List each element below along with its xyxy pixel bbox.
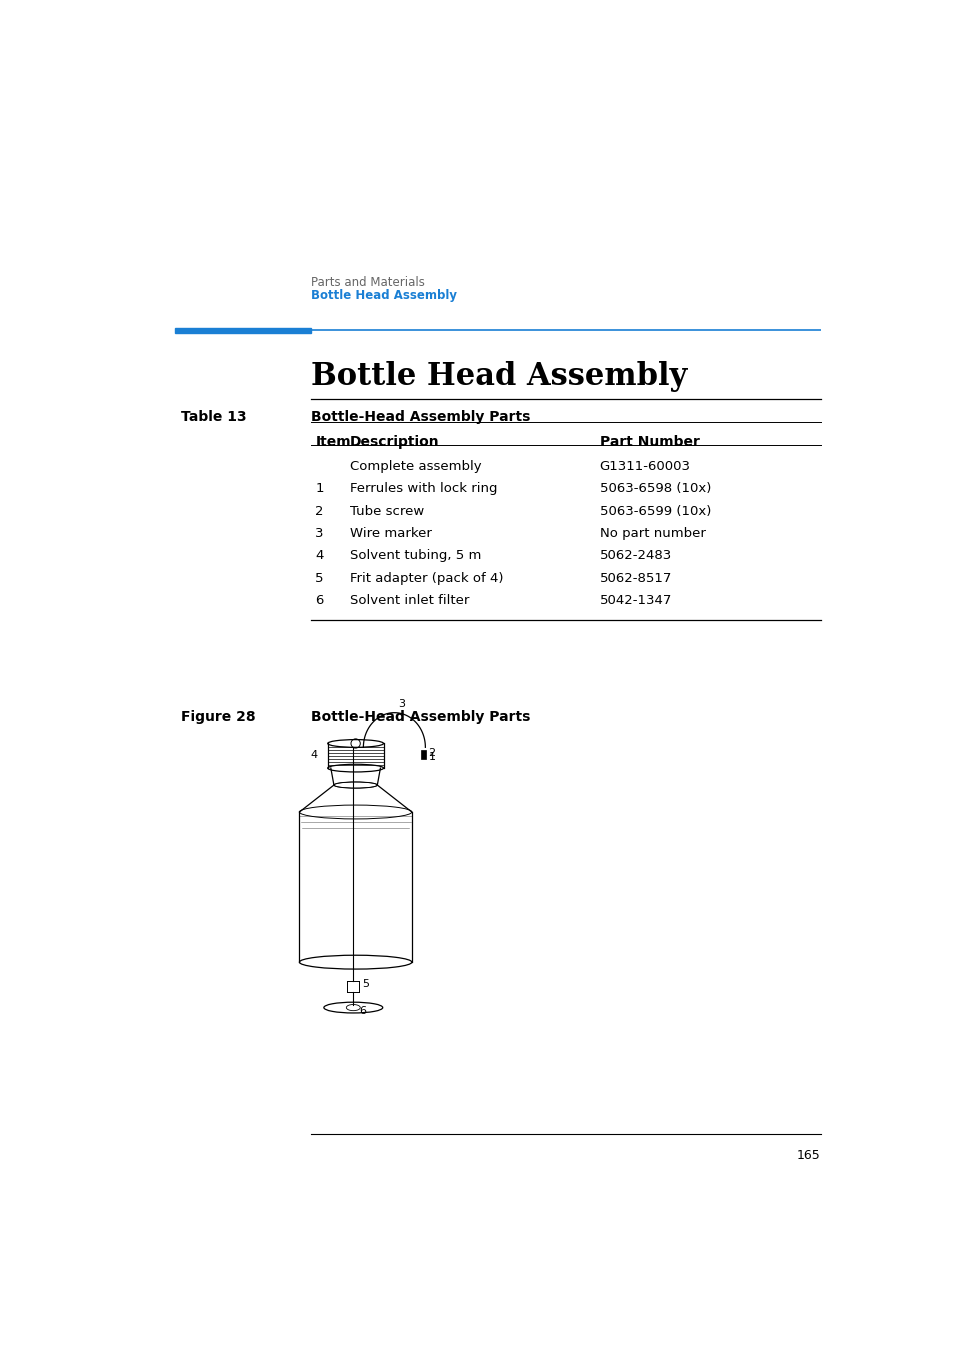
- Text: 3: 3: [315, 527, 323, 540]
- Text: Bottle Head Assembly: Bottle Head Assembly: [311, 289, 457, 303]
- Text: Item: Item: [315, 435, 351, 449]
- Text: 5042-1347: 5042-1347: [599, 594, 672, 607]
- Text: Bottle-Head Assembly Parts: Bottle-Head Assembly Parts: [311, 711, 530, 724]
- Text: 165: 165: [796, 1150, 820, 1162]
- Text: 5: 5: [315, 571, 323, 585]
- Text: Complete assembly: Complete assembly: [350, 461, 481, 473]
- Text: Table 13: Table 13: [181, 411, 247, 424]
- Text: 4: 4: [311, 750, 317, 761]
- Text: Part Number: Part Number: [599, 435, 699, 449]
- Text: 2: 2: [315, 505, 323, 517]
- Text: Frit adapter (pack of 4): Frit adapter (pack of 4): [350, 571, 503, 585]
- Text: Solvent inlet filter: Solvent inlet filter: [350, 594, 469, 607]
- Text: No part number: No part number: [599, 527, 705, 540]
- Text: 5063-6599 (10x): 5063-6599 (10x): [599, 505, 710, 517]
- Text: Ferrules with lock ring: Ferrules with lock ring: [350, 482, 497, 496]
- Text: 1: 1: [428, 753, 435, 762]
- Text: 4: 4: [315, 550, 323, 562]
- Text: 3: 3: [397, 700, 405, 709]
- Text: 5062-8517: 5062-8517: [599, 571, 672, 585]
- Text: Bottle Head Assembly: Bottle Head Assembly: [311, 361, 687, 392]
- Text: G1311-60003: G1311-60003: [599, 461, 690, 473]
- Bar: [174, 328, 311, 334]
- Text: Wire marker: Wire marker: [350, 527, 432, 540]
- Text: Solvent tubing, 5 m: Solvent tubing, 5 m: [350, 550, 481, 562]
- Text: 5063-6598 (10x): 5063-6598 (10x): [599, 482, 710, 496]
- Text: Tube screw: Tube screw: [350, 505, 424, 517]
- Text: Description: Description: [350, 435, 439, 449]
- Text: Bottle-Head Assembly Parts: Bottle-Head Assembly Parts: [311, 411, 530, 424]
- Text: 1: 1: [315, 482, 323, 496]
- Text: Parts and Materials: Parts and Materials: [311, 276, 425, 289]
- Text: 6: 6: [315, 594, 323, 607]
- Text: 6: 6: [359, 1005, 366, 1016]
- Text: 2: 2: [428, 747, 436, 758]
- Text: Figure 28: Figure 28: [181, 711, 255, 724]
- Bar: [421, 750, 426, 759]
- Text: 5: 5: [361, 978, 369, 989]
- Text: 5062-2483: 5062-2483: [599, 550, 671, 562]
